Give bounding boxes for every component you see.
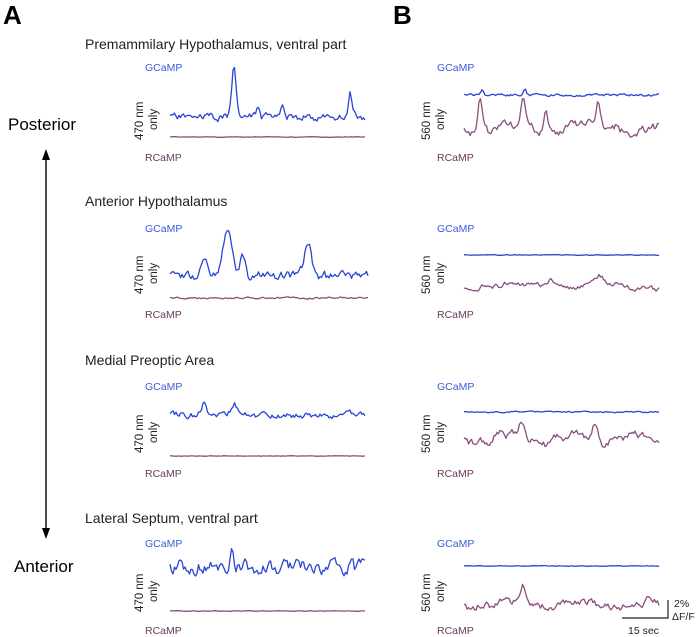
gcamp-trace-a4: [169, 548, 366, 577]
rcamp-trace-b3: [463, 421, 660, 448]
gcamp-trace-b2: [464, 253, 659, 257]
gcamp-trace-a2: [169, 229, 369, 281]
rcamp-trace-b1: [463, 97, 660, 138]
rcamp-trace-b2: [463, 273, 660, 292]
svg-text:470 nm: 470 nm: [134, 256, 146, 294]
svg-text:only: only: [148, 109, 160, 130]
svg-text:only: only: [148, 422, 160, 443]
svg-text:470 nm: 470 nm: [134, 574, 146, 612]
ylabel-b4: 560 nm only: [421, 574, 447, 612]
gcamp-trace-a3: [169, 401, 366, 420]
svg-text:470 nm: 470 nm: [134, 102, 146, 140]
rcamp-trace-a4: [169, 610, 366, 612]
scale-time: 15 sec: [628, 625, 659, 637]
rcamp-trace-b4: [463, 583, 660, 612]
svg-text:only: only: [148, 263, 160, 284]
scale-units: ΔF/F: [672, 611, 695, 623]
svg-text:only: only: [435, 263, 447, 284]
ylabel-b3: 560 nm only: [421, 415, 447, 453]
region-title-3: Medial Preoptic Area: [85, 352, 214, 368]
rcamp-label-b2: RCaMP: [437, 309, 474, 321]
rcamp-label-b4: RCaMP: [437, 625, 474, 637]
scale-bar: 2% ΔF/F 15 sec: [622, 598, 695, 637]
rcamp-label-a4: RCaMP: [145, 625, 182, 637]
svg-text:470 nm: 470 nm: [134, 415, 146, 453]
gcamp-label-b3: GCaMP: [437, 381, 474, 393]
svg-text:560 nm: 560 nm: [421, 102, 433, 140]
gcamp-label-b1: GCaMP: [437, 62, 474, 74]
gcamp-label-b2: GCaMP: [437, 223, 474, 235]
svg-text:560 nm: 560 nm: [421, 415, 433, 453]
panel-letter-b: B: [393, 0, 412, 30]
double-arrow: [42, 149, 50, 539]
svg-text:only: only: [435, 422, 447, 443]
gcamp-trace-b4: [463, 564, 659, 567]
svg-text:560 nm: 560 nm: [421, 256, 433, 294]
rcamp-label-a3: RCaMP: [145, 468, 182, 480]
rcamp-label-a2: RCaMP: [145, 309, 182, 321]
gcamp-trace-b3: [463, 410, 660, 414]
svg-text:560 nm: 560 nm: [421, 574, 433, 612]
rcamp-label-b3: RCaMP: [437, 468, 474, 480]
ylabel-a4: 470 nm only: [134, 574, 160, 612]
region-title-1: Premammilary Hypothalamus, ventral part: [85, 36, 347, 52]
ylabel-a2: 470 nm only: [134, 256, 160, 294]
gcamp-label-a2: GCaMP: [145, 223, 182, 235]
gcamp-label-a4: GCaMP: [145, 538, 182, 550]
region-title-4: Lateral Septum, ventral part: [85, 510, 258, 526]
region-title-2: Anterior Hypothalamus: [85, 193, 227, 209]
svg-text:only: only: [435, 581, 447, 602]
posterior-label: Posterior: [8, 115, 76, 134]
gcamp-label-a3: GCaMP: [145, 381, 182, 393]
svg-text:only: only: [435, 109, 447, 130]
gcamp-trace-a1: [169, 66, 366, 123]
panel-letter-a: A: [3, 0, 22, 30]
scale-amplitude: 2%: [674, 598, 689, 610]
gcamp-label-a1: GCaMP: [145, 62, 182, 74]
ylabel-b2: 560 nm only: [421, 256, 447, 294]
svg-text:only: only: [148, 581, 160, 602]
rcamp-trace-a1: [170, 135, 366, 139]
rcamp-trace-a3: [169, 455, 366, 457]
anterior-label: Anterior: [14, 557, 74, 576]
ylabel-b1: 560 nm only: [421, 102, 447, 140]
gcamp-label-b4: GCaMP: [437, 538, 474, 550]
rcamp-label-b1: RCaMP: [437, 152, 474, 164]
rcamp-trace-a2: [169, 296, 369, 300]
ylabel-a3: 470 nm only: [134, 415, 160, 453]
gcamp-trace-b1: [463, 88, 660, 98]
rcamp-label-a1: RCaMP: [145, 152, 182, 164]
ylabel-a1: 470 nm only: [134, 102, 160, 140]
